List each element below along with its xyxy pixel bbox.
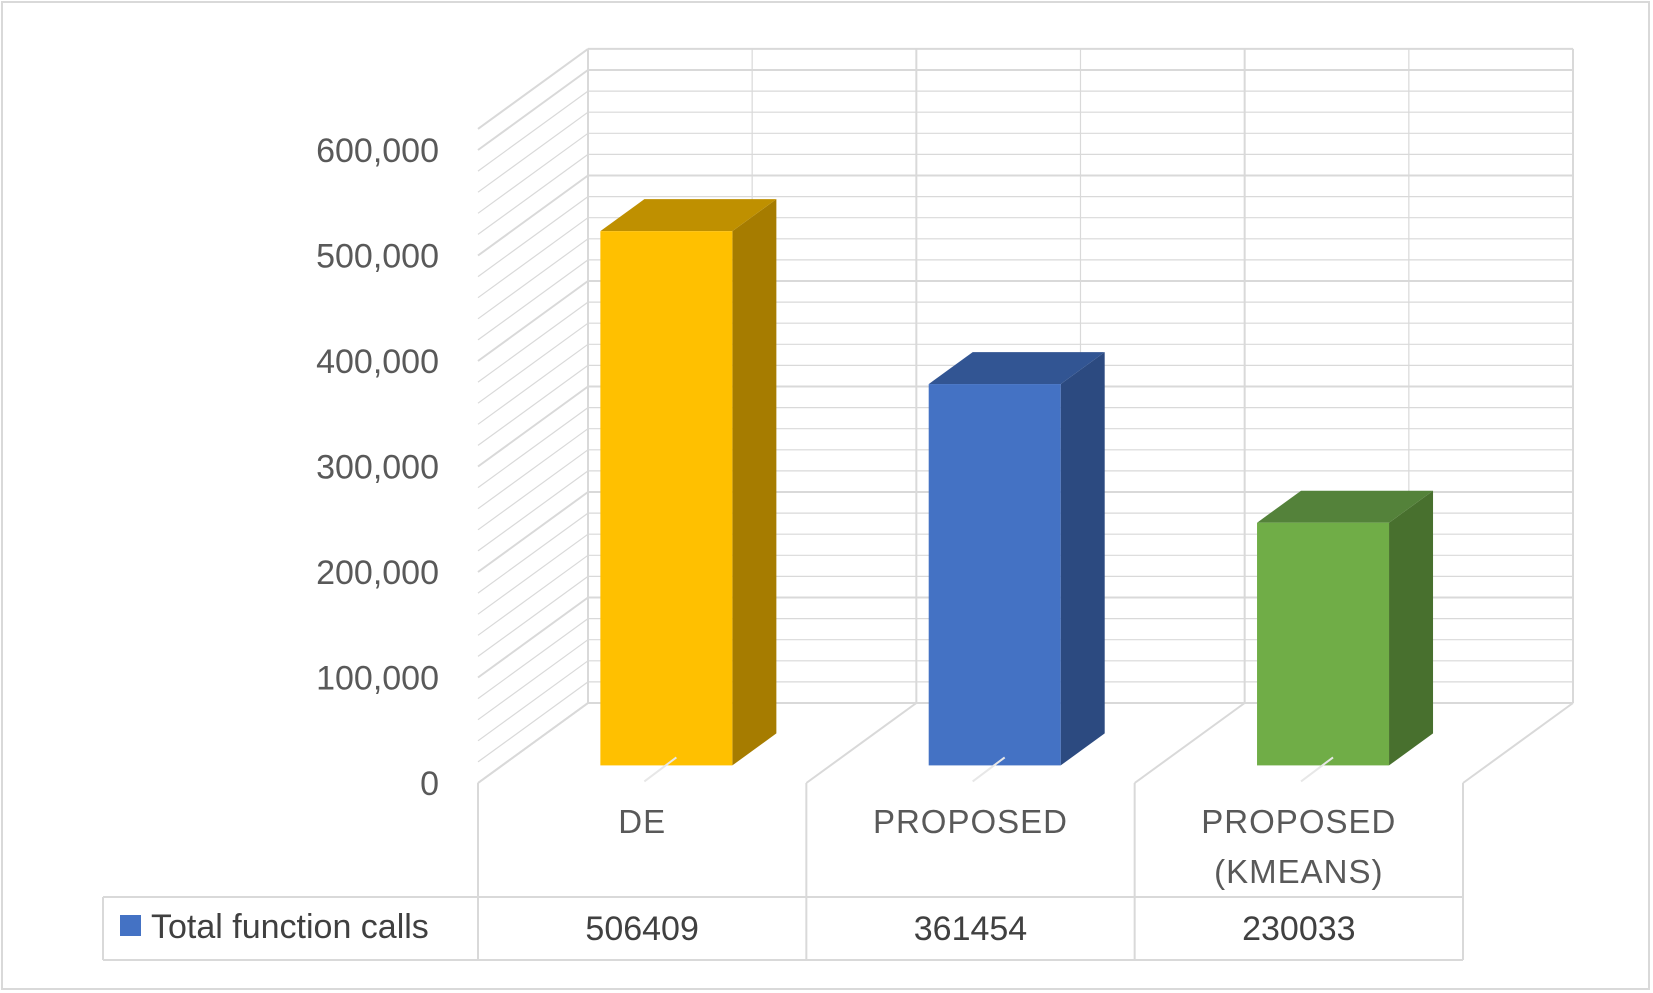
- y-tick-label: 600,000: [316, 132, 439, 170]
- y-tick-label: 500,000: [316, 238, 439, 276]
- side-gridline: [477, 533, 589, 615]
- bar-side: [1389, 490, 1434, 766]
- floor-tick-mark: [1300, 756, 1334, 783]
- side-gridline: [477, 343, 589, 425]
- side-gridline: [477, 174, 589, 257]
- legend-swatch: [120, 915, 141, 936]
- bars: [600, 199, 1434, 783]
- bar-side: [1060, 352, 1105, 766]
- category-label: (KMEANS): [1214, 853, 1383, 890]
- side-gridline: [477, 48, 589, 130]
- y-tick-label: 100,000: [316, 660, 439, 698]
- table-value: 230033: [1242, 910, 1355, 948]
- side-gridline: [477, 153, 589, 235]
- side-gridline: [477, 90, 589, 172]
- side-gridline: [477, 364, 589, 446]
- side-gridline: [477, 217, 589, 299]
- side-gridline: [477, 449, 589, 531]
- side-gridline: [477, 470, 589, 552]
- data-table: DE PROPOSED PROPOSED (KMEANS) Total function…: [102, 783, 1464, 961]
- category-label: PROPOSED: [1201, 803, 1396, 840]
- bar-front: [1257, 522, 1390, 766]
- bar: [928, 352, 1105, 783]
- bar-top: [928, 352, 1105, 385]
- side-gridline: [477, 322, 589, 404]
- bar: [600, 199, 777, 783]
- side-gridline: [477, 407, 589, 489]
- side-gridline: [477, 618, 589, 700]
- side-gridline: [477, 491, 589, 573]
- side-gridline: [477, 132, 589, 214]
- floor-tick-mark: [643, 756, 677, 783]
- side-gridline: [477, 428, 589, 510]
- side-gridline: [477, 111, 589, 193]
- side-gridline: [477, 280, 589, 362]
- side-gridline: [477, 69, 589, 151]
- side-gridline: [477, 575, 589, 657]
- floor-gridline: [1462, 702, 1574, 784]
- side-gridline: [477, 238, 589, 320]
- side-gridline: [477, 259, 589, 341]
- series-name-label: Total function calls: [151, 908, 429, 946]
- side-gridline: [477, 385, 589, 468]
- y-tick-label: 200,000: [316, 554, 439, 592]
- category-label: DE: [618, 803, 666, 840]
- bar-top: [1257, 490, 1434, 523]
- side-gridline: [477, 639, 589, 721]
- side-gridline: [477, 596, 589, 679]
- floor-gridline: [477, 702, 589, 784]
- side-gridline: [477, 660, 589, 742]
- y-tick-label: 400,000: [316, 343, 439, 381]
- category-label: PROPOSED: [873, 803, 1068, 840]
- y-axis-ticks: 0 100,000 200,000 300,000 400,000 500,000 600,…: [316, 132, 439, 803]
- y-tick-label: 300,000: [316, 449, 439, 487]
- bar: [1257, 490, 1434, 783]
- y-tick-label: 0: [420, 765, 439, 803]
- side-gridline: [477, 196, 589, 278]
- floor-gridline: [805, 702, 917, 784]
- table-value: 361454: [914, 910, 1027, 948]
- floor-gridline: [1134, 702, 1246, 784]
- side-gridline: [477, 681, 589, 763]
- table-value: 506409: [585, 910, 698, 948]
- bar-front: [928, 384, 1061, 766]
- bar-front: [600, 231, 733, 766]
- side-gridline: [477, 301, 589, 383]
- bar-side: [732, 199, 777, 766]
- bar-top: [600, 199, 777, 232]
- side-gridline: [477, 554, 589, 636]
- floor-tick-mark: [972, 756, 1006, 783]
- side-gridline: [477, 512, 589, 594]
